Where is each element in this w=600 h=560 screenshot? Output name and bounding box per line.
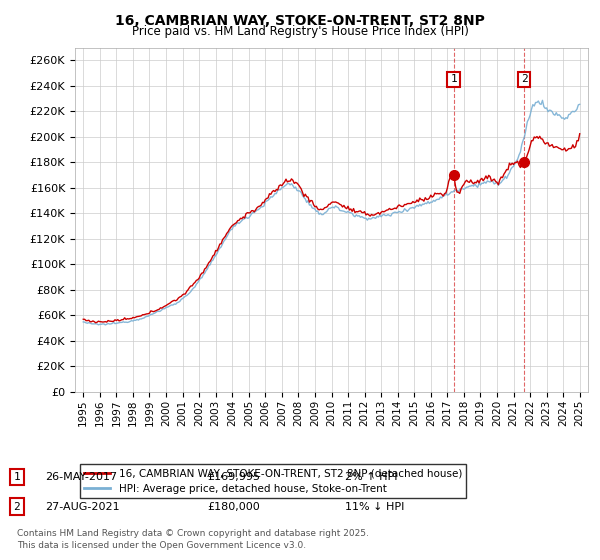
- Text: 1: 1: [450, 74, 457, 85]
- Text: 16, CAMBRIAN WAY, STOKE-ON-TRENT, ST2 8NP: 16, CAMBRIAN WAY, STOKE-ON-TRENT, ST2 8N…: [115, 14, 485, 28]
- Text: This data is licensed under the Open Government Licence v3.0.: This data is licensed under the Open Gov…: [17, 542, 306, 550]
- Text: 1: 1: [13, 472, 20, 482]
- Text: 27-AUG-2021: 27-AUG-2021: [45, 502, 119, 512]
- Text: 2: 2: [13, 502, 20, 512]
- Text: £180,000: £180,000: [207, 502, 260, 512]
- Text: Price paid vs. HM Land Registry's House Price Index (HPI): Price paid vs. HM Land Registry's House …: [131, 25, 469, 38]
- Text: 26-MAY-2017: 26-MAY-2017: [45, 472, 117, 482]
- Text: 2: 2: [521, 74, 527, 85]
- Text: 11% ↓ HPI: 11% ↓ HPI: [345, 502, 404, 512]
- Legend: 16, CAMBRIAN WAY, STOKE-ON-TRENT, ST2 8NP (detached house), HPI: Average price, : 16, CAMBRIAN WAY, STOKE-ON-TRENT, ST2 8N…: [80, 464, 466, 498]
- Text: 2% ↑ HPI: 2% ↑ HPI: [345, 472, 398, 482]
- Text: £169,995: £169,995: [207, 472, 260, 482]
- Text: Contains HM Land Registry data © Crown copyright and database right 2025.: Contains HM Land Registry data © Crown c…: [17, 529, 368, 538]
